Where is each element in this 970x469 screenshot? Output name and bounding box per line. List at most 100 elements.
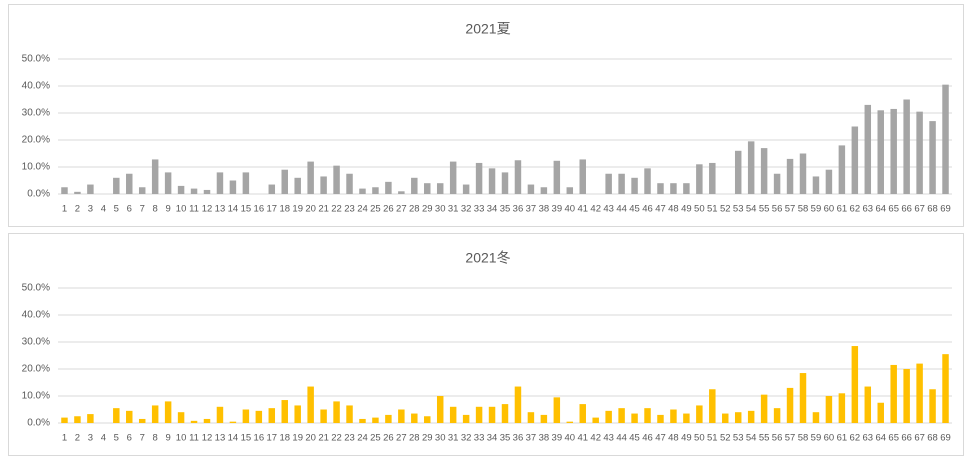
y-tick-label: 0.0%	[27, 189, 50, 200]
x-tick-label: 8	[153, 204, 158, 215]
x-tick-label: 53	[733, 204, 744, 215]
bar	[644, 168, 651, 194]
x-tick-label: 51	[707, 433, 718, 444]
x-tick-label: 66	[901, 204, 912, 215]
x-tick-label: 7	[140, 433, 145, 444]
bar	[436, 396, 444, 423]
bar	[203, 189, 211, 194]
y-tick-label: 40.0%	[22, 310, 50, 321]
bar	[164, 401, 172, 423]
x-tick-label: 5	[114, 433, 119, 444]
bar	[177, 185, 185, 194]
x-tick-label: 24	[357, 204, 368, 215]
bar	[760, 394, 768, 423]
bar	[514, 386, 522, 423]
x-tick-label: 31	[448, 433, 459, 444]
x-tick-label: 3	[88, 204, 93, 215]
bar	[242, 172, 250, 194]
x-tick-label: 1	[62, 433, 67, 444]
x-tick-label: 65	[888, 433, 899, 444]
bar	[696, 405, 703, 423]
x-tick-label: 18	[279, 204, 290, 215]
bar	[799, 373, 807, 423]
x-tick-label: 56	[772, 204, 783, 215]
x-tick-label: 62	[850, 204, 861, 215]
bar	[346, 173, 353, 194]
x-tick-label: 1	[62, 204, 67, 215]
bar	[74, 416, 81, 423]
x-tick-label: 25	[370, 204, 381, 215]
bar	[812, 176, 820, 194]
bar	[942, 84, 949, 194]
bar	[61, 417, 68, 423]
bar	[126, 410, 133, 423]
bar	[307, 161, 314, 194]
x-tick-label: 33	[474, 204, 485, 215]
x-tick-label: 64	[875, 433, 886, 444]
bar	[190, 188, 198, 194]
bar	[631, 177, 638, 194]
bar	[786, 158, 794, 194]
chart-title: 2021冬	[465, 250, 510, 266]
bar	[359, 418, 366, 423]
x-tick-label: 68	[927, 204, 938, 215]
x-tick-label: 58	[798, 204, 809, 215]
x-tick-label: 50	[694, 433, 705, 444]
bar	[398, 191, 405, 194]
x-tick-label: 36	[513, 433, 524, 444]
x-tick-label: 23	[344, 433, 355, 444]
x-tick-label: 25	[370, 433, 381, 444]
x-tick-label: 45	[629, 433, 640, 444]
x-tick-label: 34	[487, 204, 498, 215]
bar	[683, 183, 690, 194]
bar	[333, 165, 340, 194]
bar	[475, 162, 483, 194]
bar	[786, 387, 794, 423]
bar	[449, 161, 457, 194]
x-tick-label: 43	[603, 433, 614, 444]
x-tick-label: 15	[241, 433, 252, 444]
bar	[87, 414, 94, 423]
x-tick-label: 21	[318, 204, 329, 215]
bar	[411, 177, 418, 194]
x-tick-label: 27	[396, 433, 407, 444]
x-tick-label: 17	[266, 433, 277, 444]
bar	[709, 389, 716, 423]
bar	[916, 363, 923, 423]
x-tick-label: 41	[577, 204, 588, 215]
x-tick-label: 11	[189, 433, 199, 444]
x-tick-label: 68	[927, 433, 938, 444]
bar	[436, 183, 444, 194]
bar	[138, 418, 146, 423]
x-tick-label: 65	[888, 204, 899, 215]
bar	[164, 172, 172, 194]
bar	[579, 404, 586, 423]
x-tick-label: 58	[798, 433, 809, 444]
bar	[138, 187, 146, 194]
bar	[320, 409, 327, 423]
x-tick-label: 53	[733, 433, 744, 444]
x-tick-label: 42	[590, 433, 601, 444]
bar	[799, 153, 807, 194]
x-tick-label: 48	[668, 433, 679, 444]
x-tick-label: 11	[189, 204, 199, 215]
bar	[294, 405, 301, 423]
bar	[398, 409, 405, 423]
bar	[851, 126, 859, 194]
x-tick-label: 45	[629, 204, 640, 215]
bar	[747, 141, 755, 194]
x-tick-label: 6	[127, 433, 132, 444]
bar	[566, 187, 574, 194]
x-tick-label: 32	[461, 433, 472, 444]
bar	[851, 346, 859, 423]
bar	[385, 414, 392, 423]
y-tick-label: 50.0%	[22, 54, 50, 65]
bar	[734, 412, 742, 423]
bar	[760, 148, 768, 194]
x-tick-label: 14	[228, 204, 239, 215]
x-tick-label: 29	[422, 204, 433, 215]
x-tick-label: 44	[616, 204, 627, 215]
bar	[890, 364, 897, 423]
bar	[579, 159, 586, 194]
